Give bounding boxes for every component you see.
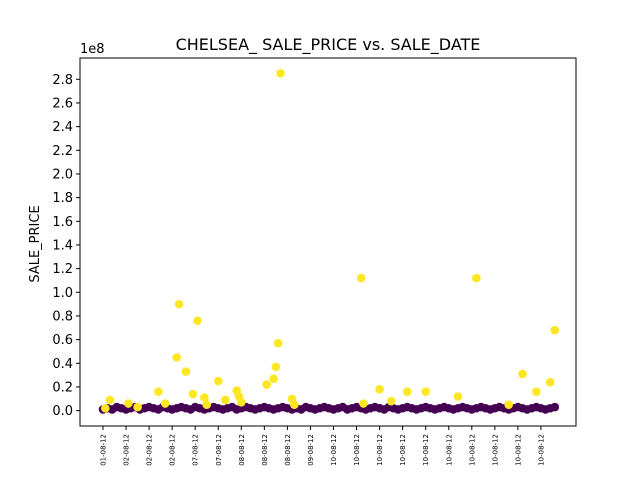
- x-axis-ticks: 01-08-12 02-08-12 02-08-12 02-08-12 07-08-12…: [100, 426, 545, 466]
- axes-frame: [79, 57, 577, 427]
- y-offset-text: 1e8: [80, 42, 105, 57]
- x-tick-label: 10-08-12: [330, 434, 338, 466]
- x-tick-label: 10-08-12: [422, 434, 430, 466]
- data-point: [269, 374, 278, 383]
- x-tick-label: 10-08-12: [514, 434, 522, 466]
- data-point: [290, 400, 299, 410]
- data-point: [172, 353, 182, 362]
- y-tick-label: 0.2: [52, 380, 73, 395]
- x-tick-label: 10-08-12: [353, 434, 361, 466]
- data-point: [402, 387, 412, 396]
- x-tick-label: 10-08-12: [376, 434, 384, 466]
- y-tick-label: 2.6: [52, 96, 73, 111]
- data-point: [220, 395, 230, 405]
- data-point: [124, 399, 133, 408]
- data-point: [271, 362, 281, 372]
- data-point: [550, 325, 560, 335]
- y-tick-label: 1.0: [52, 286, 73, 301]
- data-point: [518, 369, 527, 379]
- data-point: [213, 376, 223, 386]
- data-point: [181, 367, 191, 376]
- data-point: [101, 403, 110, 413]
- data-point: [375, 385, 384, 394]
- x-tick-label: 10-08-12: [491, 434, 499, 466]
- data-point: [276, 69, 285, 78]
- data-point: [200, 393, 209, 402]
- x-tick-label: 08-08-12: [261, 434, 269, 466]
- y-tick-label: 2.2: [52, 144, 73, 159]
- x-tick-label: 07-08-12: [215, 434, 223, 466]
- data-point: [273, 338, 283, 348]
- y-tick-label: 1.2: [52, 262, 73, 277]
- y-axis-label: SALE_PRICE: [28, 205, 43, 282]
- data-point: [550, 402, 560, 412]
- data-point: [504, 400, 513, 410]
- data-point: [202, 400, 212, 410]
- x-tick-label: 10-08-12: [445, 434, 453, 466]
- y-tick-label: 2.4: [52, 120, 73, 135]
- data-point: [532, 387, 541, 396]
- data-point: [386, 396, 396, 406]
- y-tick-label: 2.8: [52, 73, 73, 88]
- y-axis-ticks: 0.0 0.2 0.4 0.6 0.8 1.0 1.2 1.4 1.6 1.8 2.0 2.2 2.4 2…: [52, 73, 80, 419]
- data-point: [359, 399, 368, 408]
- x-tick-label: 02-08-12: [146, 434, 154, 466]
- y-tick-label: 0.4: [52, 357, 73, 372]
- x-tick-label: 01-08-12: [100, 434, 108, 466]
- y-tick-label: 0.6: [52, 333, 73, 348]
- data-point: [105, 395, 115, 405]
- x-tick-label: 10-08-12: [468, 434, 476, 466]
- data-point: [453, 392, 463, 401]
- data-point: [472, 273, 481, 283]
- data-point: [160, 399, 170, 408]
- x-tick-label: 10-08-12: [537, 434, 545, 466]
- data-point: [188, 389, 198, 399]
- data-point: [133, 402, 142, 412]
- y-tick-label: 0.0: [52, 404, 73, 419]
- x-tick-label: 02-08-12: [169, 434, 177, 466]
- x-tick-label: 10-08-12: [399, 434, 407, 466]
- x-tick-label: 08-08-12: [238, 434, 246, 466]
- y-tick-label: 1.8: [52, 191, 73, 206]
- x-tick-label: 09-08-12: [307, 434, 315, 466]
- y-tick-label: 1.4: [52, 238, 73, 253]
- x-tick-label: 02-08-12: [123, 434, 131, 466]
- data-point: [356, 273, 366, 283]
- y-tick-label: 1.6: [52, 215, 73, 230]
- data-point: [174, 299, 184, 309]
- data-point: [545, 377, 555, 387]
- y-tick-label: 0.8: [52, 309, 73, 324]
- x-tick-label: 07-08-12: [192, 434, 200, 466]
- data-point: [193, 316, 202, 325]
- data-point: [421, 387, 431, 396]
- y-tick-label: 2.0: [52, 167, 73, 182]
- data-point: [154, 387, 163, 396]
- data-points: [98, 69, 560, 414]
- data-point: [237, 398, 246, 407]
- chart-title: CHELSEA_ SALE_PRICE vs. SALE_DATE: [176, 35, 481, 55]
- data-point: [262, 380, 271, 389]
- x-tick-label: 08-08-12: [284, 434, 292, 466]
